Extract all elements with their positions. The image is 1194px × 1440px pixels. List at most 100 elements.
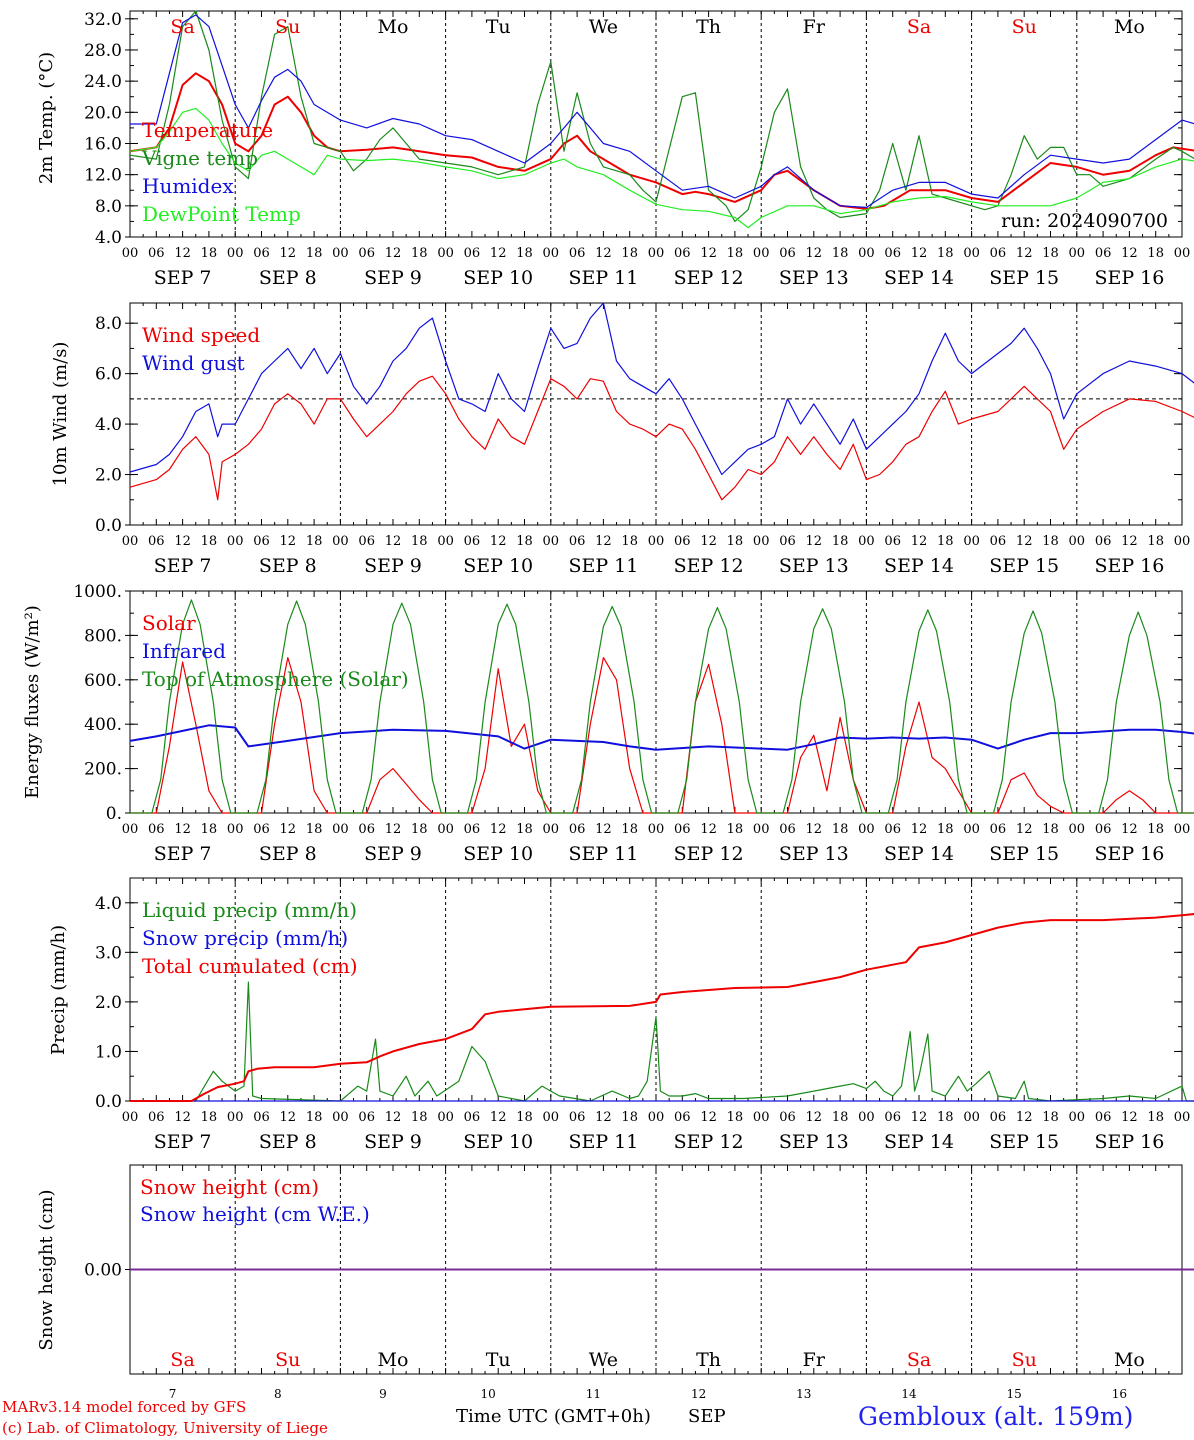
x-hour-label: 06: [884, 822, 901, 837]
weekday-label: Fr: [803, 16, 826, 38]
series-line-solar: [130, 656, 1194, 814]
x-date-label: SEP 8: [259, 267, 317, 289]
x-hour-label: 00: [753, 1110, 770, 1125]
x-hour-label: 12: [595, 534, 612, 549]
y-tick-label: 3.0: [95, 943, 122, 963]
weekday-label: We: [589, 16, 618, 38]
x-hour-label: 18: [727, 1110, 744, 1125]
x-date-label: SEP 16: [1094, 555, 1164, 577]
y-tick-label: 0.0: [95, 1092, 122, 1112]
x-hour-label: 18: [727, 246, 744, 261]
x-date-label: SEP 12: [674, 555, 744, 577]
x-hour-label: 00: [1069, 1110, 1086, 1125]
x-hour-label: 18: [832, 246, 849, 261]
x-date-label: SEP 13: [779, 267, 849, 289]
x-hour-label: 18: [411, 246, 428, 261]
legend-entry: Humidex: [142, 174, 234, 198]
x-date-label: SEP 16: [1094, 843, 1164, 865]
day-number: 7: [169, 1387, 177, 1401]
x-hour-label: 06: [779, 534, 796, 549]
x-hour-label: 00: [227, 822, 244, 837]
x-date-label: SEP 15: [989, 1131, 1059, 1153]
x-hour-label: 06: [569, 534, 586, 549]
x-date-label: SEP 13: [779, 843, 849, 865]
x-hour-label: 00: [858, 246, 875, 261]
x-hour-label: 06: [569, 822, 586, 837]
y-tick-label: 32.0: [84, 10, 122, 30]
x-hour-label: 12: [1121, 1110, 1138, 1125]
x-hour-label: 06: [1095, 822, 1112, 837]
y-tick-label: 2.0: [95, 993, 122, 1013]
y-tick-label: 200.: [84, 760, 122, 780]
legend-entry: Snow precip (mm/h): [142, 926, 348, 950]
run-label: run: 2024090700: [1001, 210, 1168, 232]
x-hour-label: 18: [1147, 822, 1164, 837]
day-number: 15: [1007, 1387, 1022, 1401]
x-hour-label: 00: [1174, 822, 1191, 837]
x-hour-label: 00: [753, 822, 770, 837]
x-hour-label: 06: [779, 246, 796, 261]
x-hour-label: 12: [1121, 534, 1138, 549]
x-hour-label: 12: [1121, 822, 1138, 837]
x-hour-label: 06: [464, 822, 481, 837]
x-hour-label: 12: [385, 534, 402, 549]
x-hour-label: 00: [648, 534, 665, 549]
x-date-label: SEP 15: [989, 267, 1059, 289]
x-date-label: SEP 9: [364, 555, 422, 577]
x-hour-label: 18: [516, 1110, 533, 1125]
x-hour-label: 00: [753, 246, 770, 261]
x-hour-label: 00: [227, 1110, 244, 1125]
x-hour-label: 18: [516, 534, 533, 549]
x-hour-label: 18: [621, 822, 638, 837]
x-hour-label: 12: [174, 822, 191, 837]
series-line-temperature: [129, 72, 1194, 210]
x-hour-label: 00: [1069, 246, 1086, 261]
x-hour-label: 18: [306, 246, 323, 261]
x-hour-label: 06: [990, 534, 1007, 549]
x-hour-label: 00: [227, 246, 244, 261]
x-hour-label: 18: [1042, 822, 1059, 837]
x-hour-label: 12: [385, 1110, 402, 1125]
x-hour-label: 18: [832, 1110, 849, 1125]
x-hour-label: 00: [1069, 822, 1086, 837]
x-hour-label: 06: [464, 534, 481, 549]
x-hour-label: 06: [358, 534, 375, 549]
x-hour-label: 06: [1095, 534, 1112, 549]
x-hour-label: 06: [358, 1110, 375, 1125]
weekday-label: Su: [275, 16, 300, 38]
legend-entry: Wind gust: [142, 351, 245, 375]
x-hour-label: 06: [674, 1110, 691, 1125]
weekday-label: Sa: [170, 16, 194, 38]
x-date-label: SEP 9: [364, 267, 422, 289]
x-hour-label: 06: [674, 246, 691, 261]
legend-entry: Infrared: [142, 639, 226, 663]
x-hour-label: 18: [1042, 246, 1059, 261]
x-hour-label: 00: [332, 534, 349, 549]
x-hour-label: 18: [621, 246, 638, 261]
x-date-label: SEP 11: [568, 555, 638, 577]
y-tick-label: 28.0: [84, 41, 122, 61]
y-tick-label: 4.0: [95, 894, 122, 914]
y-tick-label: 24.0: [84, 72, 122, 92]
x-hour-label: 00: [437, 246, 454, 261]
x-hour-label: 06: [148, 822, 165, 837]
x-date-label: SEP 10: [463, 1131, 533, 1153]
x-hour-label: 00: [332, 822, 349, 837]
y-axis-label: Snow height (cm): [36, 1189, 57, 1350]
x-hour-label: 18: [1147, 534, 1164, 549]
series-line-vigne-temp: [129, 10, 1194, 222]
weekday-label: Su: [1012, 1349, 1037, 1371]
x-hour-label: 00: [963, 534, 980, 549]
x-hour-label: 12: [490, 822, 507, 837]
x-hour-label: 00: [858, 822, 875, 837]
legend-entry: Liquid precip (mm/h): [142, 898, 357, 922]
legend-entry: Snow height (cm W.E.): [140, 1202, 370, 1226]
x-hour-label: 06: [884, 534, 901, 549]
x-hour-label: 00: [437, 1110, 454, 1125]
x-date-label: SEP 10: [463, 267, 533, 289]
x-hour-label: 06: [253, 822, 270, 837]
x-hour-label: 00: [858, 1110, 875, 1125]
x-hour-label: 18: [621, 1110, 638, 1125]
x-hour-label: 18: [1042, 1110, 1059, 1125]
x-hour-label: 00: [437, 822, 454, 837]
